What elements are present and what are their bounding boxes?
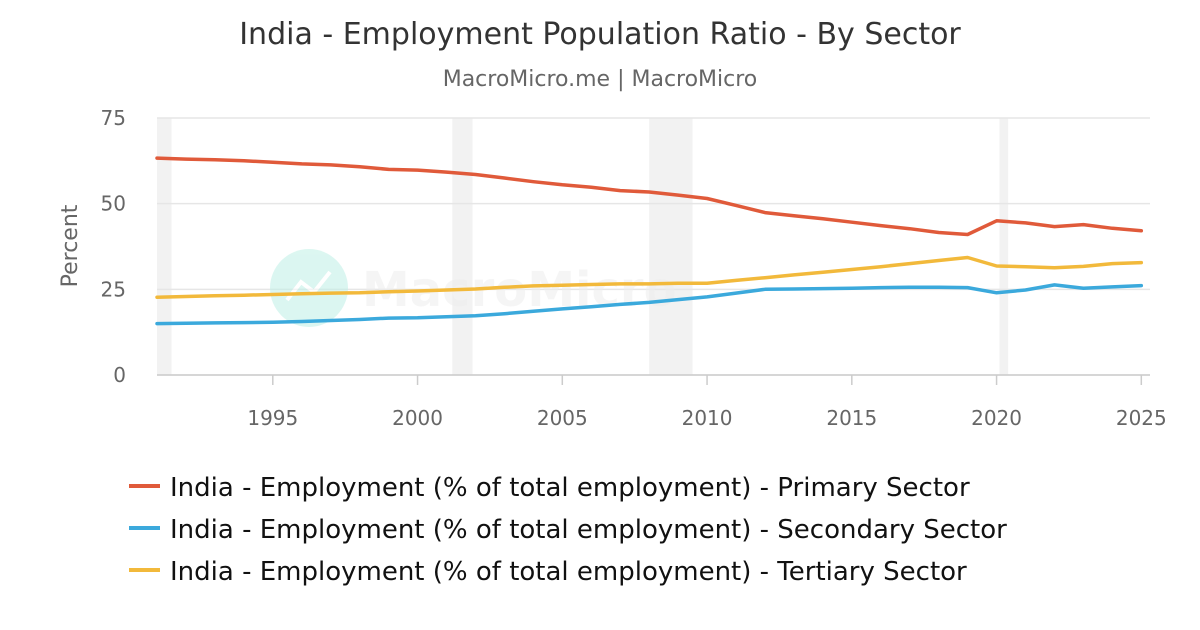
x-tick-label: 2015 [826,406,877,430]
y-tick-label: 75 [101,106,126,130]
legend-label-1: India - Employment (% of total employmen… [170,515,1007,545]
series-line-1 [155,283,1144,326]
y-tick-label: 50 [101,192,126,216]
shaded-period-0 [157,118,172,375]
shaded-period-3 [999,118,1009,375]
chart-subtitle: MacroMicro.me | MacroMicro [443,67,758,92]
shaded-period-2 [649,118,693,375]
y-axis-label: Percent [58,204,83,287]
legend: India - Employment (% of total employmen… [129,473,1007,587]
legend-label-2: India - Employment (% of total employmen… [170,557,967,587]
legend-label-0: India - Employment (% of total employmen… [170,473,970,503]
x-tick-label: 1995 [247,406,298,430]
x-tick-label: 2000 [392,406,443,430]
y-tick-label: 0 [113,363,126,387]
x-tick-label: 2025 [1116,406,1167,430]
shaded-periods [157,118,1009,375]
series-line-0 [155,156,1144,237]
y-tick-label: 25 [101,277,126,301]
x-tick-label: 2005 [537,406,588,430]
x-tick-label: 2010 [682,406,733,430]
x-tick-label: 2020 [971,406,1022,430]
shaded-period-1 [452,118,473,375]
chart-title: India - Employment Population Ratio - By… [239,17,961,52]
series-line-2 [155,255,1144,299]
watermark-chart-icon [285,270,332,302]
series-lines [155,156,1144,326]
axes: 0 25 50 75 1995 2000 2005 2010 2015 2020 2025 [101,106,1167,430]
